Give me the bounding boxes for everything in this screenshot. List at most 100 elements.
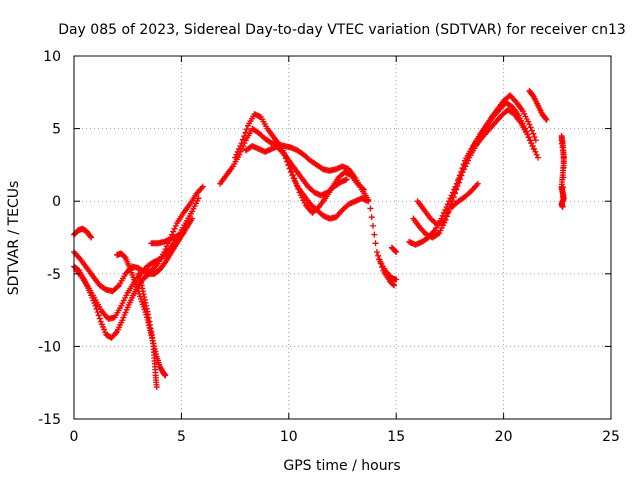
data-point — [88, 234, 95, 241]
data-point — [560, 174, 567, 181]
data-point — [233, 151, 240, 158]
data-point — [95, 312, 102, 319]
data-point — [530, 145, 537, 152]
data-point — [290, 174, 297, 181]
data-point — [286, 165, 293, 172]
data-point — [526, 137, 533, 144]
series-track-t — [558, 132, 567, 211]
data-point — [375, 252, 382, 259]
y-tick-label: -10 — [38, 339, 61, 355]
data-point — [241, 133, 248, 140]
data-point — [533, 151, 540, 158]
x-tick-label: 0 — [70, 429, 79, 445]
data-point — [232, 154, 239, 161]
y-axis-ticks: -15 -10 -5 0 5 10 — [38, 49, 611, 428]
data-point — [243, 126, 250, 133]
x-tick-label: 10 — [280, 429, 298, 445]
y-axis-label: SDTVAR / TECUs — [6, 181, 22, 296]
x-tick-label: 5 — [177, 429, 186, 445]
y-tick-label: 0 — [52, 194, 61, 210]
grid — [74, 56, 611, 419]
data-point — [238, 140, 245, 147]
data-point — [180, 230, 187, 237]
data-point — [371, 231, 378, 238]
data-point — [453, 186, 460, 193]
data-point — [462, 163, 469, 170]
data-point — [393, 249, 400, 256]
data-point — [367, 205, 374, 212]
data-point — [559, 204, 566, 211]
data-point — [359, 185, 366, 192]
data-point — [458, 172, 465, 179]
x-axis-label: GPS time / hours — [283, 458, 400, 474]
data-point — [474, 180, 481, 187]
data-point — [96, 315, 103, 322]
y-tick-label: 5 — [52, 122, 61, 138]
data-point — [443, 204, 450, 211]
data-point — [542, 115, 549, 122]
data-point — [452, 190, 459, 197]
data-point — [464, 157, 471, 164]
y-tick-label: -5 — [47, 267, 61, 283]
data-point — [457, 176, 464, 183]
series-track-g — [148, 230, 187, 247]
data-point — [528, 140, 535, 147]
data-point — [527, 124, 534, 131]
data-point — [291, 177, 298, 184]
data-point — [524, 131, 531, 138]
data-point — [289, 172, 296, 179]
data-point — [392, 248, 399, 255]
x-tick-label: 20 — [495, 429, 513, 445]
data-points — [71, 87, 567, 391]
y-tick-label: -15 — [38, 412, 61, 428]
data-point — [199, 183, 206, 190]
data-point — [560, 164, 567, 171]
data-point — [360, 186, 367, 193]
series-track-d — [71, 225, 95, 241]
data-point — [373, 249, 380, 256]
data-point — [368, 214, 375, 221]
data-point — [235, 145, 242, 152]
data-point — [461, 166, 468, 173]
data-point — [463, 160, 470, 167]
data-point — [459, 169, 466, 176]
data-point — [532, 137, 539, 144]
data-point — [242, 129, 249, 136]
chart-title: Day 085 of 2023, Sidereal Day-to-day VTE… — [58, 22, 626, 38]
series-track-s — [526, 87, 550, 123]
series-track-k — [272, 143, 350, 199]
data-point — [343, 176, 350, 183]
data-point — [454, 183, 461, 190]
data-point — [393, 276, 400, 283]
data-point — [449, 197, 456, 204]
x-tick-label: 15 — [387, 429, 405, 445]
data-point — [153, 384, 160, 391]
data-point — [112, 330, 119, 337]
data-point — [365, 198, 372, 205]
data-point — [87, 233, 94, 240]
data-point — [543, 116, 550, 123]
data-point — [525, 134, 532, 141]
data-point — [239, 136, 246, 143]
data-point — [171, 225, 178, 232]
data-point — [526, 121, 533, 128]
data-point — [534, 154, 541, 161]
data-point — [370, 222, 377, 229]
series-track-q — [414, 106, 537, 228]
data-point — [237, 143, 244, 150]
data-point — [162, 372, 169, 379]
data-point — [530, 130, 537, 137]
series-track-n — [388, 244, 400, 256]
data-point — [528, 127, 535, 134]
data-point — [560, 184, 567, 191]
data-point — [293, 180, 300, 187]
x-axis-ticks: 0 5 10 15 20 25 — [70, 56, 620, 445]
data-point — [531, 134, 538, 141]
data-point — [170, 228, 177, 235]
series-track-i — [232, 111, 367, 216]
data-point — [372, 240, 379, 247]
data-point — [434, 231, 441, 238]
series-track-m — [376, 256, 400, 283]
data-point — [559, 194, 566, 201]
